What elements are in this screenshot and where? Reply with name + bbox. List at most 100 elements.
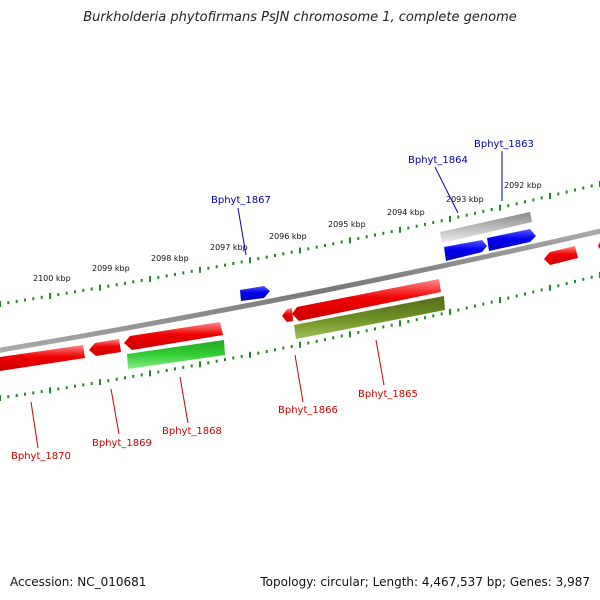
- gray-gene-block[interactable]: [440, 212, 532, 243]
- inner-minor-tick: [140, 373, 143, 377]
- outer-minor-tick: [365, 235, 368, 239]
- outer-minor-tick: [232, 262, 235, 265]
- outer-minor-tick: [382, 231, 385, 235]
- outer-minor-tick: [182, 271, 185, 275]
- label-Bphyt_1870: Bphyt_1870: [11, 451, 71, 462]
- inner-minor-tick: [532, 290, 535, 294]
- inner-minor-tick: [240, 354, 243, 358]
- outer-minor-tick: [315, 245, 318, 249]
- outer-minor-tick: [590, 184, 593, 188]
- inner-minor-tick: [515, 294, 518, 298]
- inner-minor-tick: [165, 369, 168, 372]
- outer-minor-tick: [374, 233, 376, 237]
- rna-gene-block[interactable]: [127, 340, 225, 369]
- inner-major-tick: [299, 341, 301, 348]
- outer-minor-tick: [440, 219, 443, 223]
- inner-minor-tick: [582, 277, 585, 281]
- inner-minor-tick: [107, 379, 110, 383]
- inner-minor-tick: [357, 331, 360, 334]
- outer-minor-tick: [574, 188, 576, 192]
- outer-minor-tick: [40, 295, 43, 299]
- inner-minor-tick: [540, 288, 543, 292]
- leader-Bphyt_1864: [434, 166, 459, 214]
- outer-minor-tick: [265, 255, 268, 259]
- inner-minor-tick: [557, 284, 560, 288]
- outer-minor-tick: [107, 284, 110, 288]
- outer-minor-tick: [332, 242, 335, 246]
- inner-minor-tick: [565, 282, 568, 286]
- olive-gene-block[interactable]: [294, 296, 445, 339]
- outer-minor-tick: [165, 274, 168, 278]
- inner-minor-tick: [465, 306, 468, 310]
- label-Bphyt_1863: Bphyt_1863: [474, 139, 534, 150]
- gene-Bphyt_1866[interactable]: [282, 308, 293, 322]
- inner-minor-tick: [315, 339, 318, 343]
- inner-minor-tick: [282, 346, 285, 350]
- outer-minor-tick: [482, 209, 485, 213]
- accession-text: Accession: NC_010681: [10, 575, 147, 589]
- outer-minor-tick: [457, 215, 460, 219]
- inner-minor-tick: [324, 338, 326, 342]
- inner-minor-tick: [590, 275, 593, 279]
- kbp-label-2097: 2097 kbp: [210, 243, 248, 252]
- gene-Bphyt_1867[interactable]: [240, 286, 270, 301]
- inner-minor-tick: [124, 376, 126, 380]
- label-Bphyt_1869: Bphyt_1869: [92, 438, 152, 449]
- gene-Bphyt_1864[interactable]: [444, 240, 487, 261]
- leader-Bphyt_1865: [375, 339, 385, 386]
- gene-Bphyt_1863[interactable]: [487, 229, 536, 251]
- inner-minor-tick: [7, 395, 10, 399]
- kbp-label-2098: 2098 kbp: [151, 254, 189, 263]
- outer-minor-tick: [524, 200, 526, 204]
- gene-Bphyt_1865[interactable]: [292, 279, 441, 321]
- kbp-label-2092: 2092 kbp: [504, 181, 542, 190]
- inner-minor-tick: [482, 302, 485, 306]
- outer-minor-tick: [282, 252, 285, 256]
- inner-minor-tick: [132, 374, 135, 378]
- gene-Bphyt_1869[interactable]: [89, 339, 121, 356]
- outer-major-tick: [249, 257, 251, 264]
- outer-minor-tick: [324, 244, 326, 247]
- inner-minor-tick: [174, 367, 176, 371]
- inner-major-tick: [149, 370, 151, 377]
- outer-minor-tick: [274, 254, 276, 257]
- outer-tick-track: [0, 181, 600, 307]
- label-Bphyt_1864: Bphyt_1864: [408, 155, 468, 166]
- kbp-label-2096: 2096 kbp: [269, 232, 307, 241]
- inner-minor-tick: [490, 300, 493, 304]
- gene-Bphyt_1868[interactable]: [124, 322, 223, 350]
- inner-minor-tick: [40, 390, 43, 394]
- inner-major-tick: [249, 351, 251, 358]
- inner-minor-tick: [574, 279, 576, 283]
- leader-Bphyt_1866: [294, 354, 304, 403]
- outer-major-tick: [0, 301, 1, 307]
- outer-minor-tick: [240, 260, 243, 264]
- inner-major-tick: [549, 284, 551, 291]
- outer-minor-tick: [407, 226, 410, 230]
- inner-minor-tick: [457, 308, 460, 312]
- kbp-label-2094: 2094 kbp: [387, 208, 425, 217]
- outer-minor-tick: [215, 265, 218, 269]
- inner-minor-tick: [424, 316, 426, 320]
- inner-minor-tick: [340, 334, 343, 338]
- gene-Bphyt_1870[interactable]: [0, 345, 85, 371]
- outer-major-tick: [99, 284, 101, 291]
- inner-minor-tick: [524, 292, 526, 296]
- outer-minor-tick: [540, 196, 543, 200]
- inner-minor-tick: [65, 386, 68, 390]
- gene-red-right[interactable]: [544, 246, 578, 265]
- inner-minor-tick: [74, 384, 76, 388]
- outer-minor-tick: [557, 192, 560, 196]
- outer-minor-tick: [507, 204, 510, 208]
- inner-major-tick: [449, 308, 451, 315]
- inner-tick-track: [0, 272, 600, 401]
- inner-minor-tick: [265, 350, 268, 353]
- leader-Bphyt_1868: [179, 376, 189, 424]
- kbp-label-2099: 2099 kbp: [92, 264, 130, 273]
- outer-major-tick: [549, 193, 551, 199]
- label-Bphyt_1867: Bphyt_1867: [211, 195, 271, 206]
- inner-minor-tick: [474, 304, 476, 308]
- outer-minor-tick: [65, 291, 68, 295]
- kbp-label-2095: 2095 kbp: [328, 220, 366, 229]
